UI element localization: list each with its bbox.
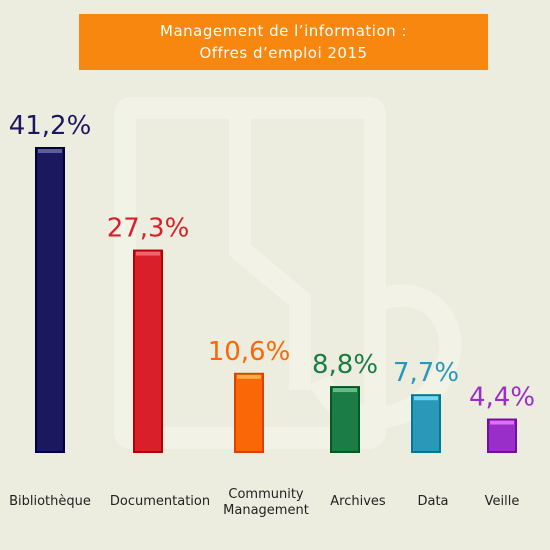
bar-body [487, 418, 517, 453]
value-label-5: 7,7% [393, 358, 459, 388]
bar-2 [133, 249, 163, 453]
bar-body [133, 249, 163, 453]
category-label-5: Data [417, 494, 448, 509]
bar-3 [234, 372, 264, 453]
value-label-4: 8,8% [312, 350, 378, 380]
category-label-1: Bibliothèque [9, 494, 91, 509]
chart-title-banner: Management de l’information : Offres d’e… [79, 14, 488, 70]
chart-title-line-1: Management de l’information : [160, 22, 407, 40]
bar-4 [330, 386, 360, 453]
bar-body [234, 372, 264, 453]
bar-body [330, 386, 360, 453]
bar-body [411, 394, 441, 454]
value-label-6: 4,4% [469, 383, 535, 413]
bar-6 [487, 418, 517, 453]
category-label-3: Community Management [223, 487, 309, 518]
bar-body [35, 147, 65, 453]
bar-highlight [38, 149, 62, 153]
bar-highlight [490, 420, 514, 425]
chart-title-line-2: Offres d’emploi 2015 [199, 44, 368, 62]
bar-highlight [237, 374, 261, 379]
value-label-1: 41,2% [9, 111, 92, 141]
category-label-2: Documentation [110, 494, 210, 509]
category-label-4: Archives [330, 494, 386, 509]
value-label-3: 10,6% [208, 337, 291, 367]
bar-5 [411, 394, 441, 454]
category-label-6: Veille [485, 494, 520, 509]
bar-1 [35, 147, 65, 453]
watermark-logo [114, 97, 462, 449]
bar-highlight [136, 251, 160, 256]
value-label-2: 27,3% [107, 214, 190, 244]
bar-highlight [414, 396, 438, 401]
bar-highlight [333, 388, 357, 393]
